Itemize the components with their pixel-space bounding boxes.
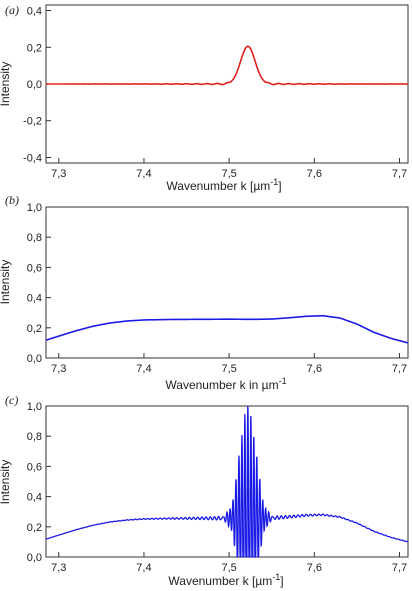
panel-b-ytick-label: 0,6 <box>27 262 42 274</box>
panel-b-xlabel-sup: -1 <box>279 376 287 386</box>
panel-a-ticks: 7,3 7,4 7,5 7,6 7,7 -0,4 -0,2 0,0 0,2 0,4 <box>23 6 407 180</box>
panel-a-ylabel: Intensity <box>0 62 12 107</box>
panel-b-xtick-label: 7,5 <box>221 363 236 375</box>
panel-c-ytick-label: 1,0 <box>27 401 42 413</box>
panel-c-ytick-label: 0,8 <box>27 431 42 443</box>
panel-b-ytick-label: 0,8 <box>27 232 42 244</box>
panel-c-xtick-label: 7,4 <box>136 562 151 574</box>
panel-b-xtick-label: 7,3 <box>51 363 66 375</box>
panel-c-xlabel: Wavenumber k [µm-1] <box>168 572 283 588</box>
panel-c-label: (c) <box>5 393 18 407</box>
panel-a-label: (a) <box>5 3 19 17</box>
panel-c-xlabel-main: Wavenumber k [µm <box>168 574 272 588</box>
panel-a-ytick-label: -0,4 <box>23 152 42 164</box>
panel-a-ytick-label: 0,2 <box>27 42 42 54</box>
panel-a-series-line <box>46 45 409 86</box>
panel-b-label: (b) <box>5 193 19 207</box>
panel-c-xtick-label: 7,5 <box>221 562 236 574</box>
panel-a-xtick-label: 7,4 <box>136 168 151 180</box>
panel-c-xtick-label: 7,3 <box>51 562 66 574</box>
panel-a-xtick-label: 7,3 <box>51 168 66 180</box>
panel-a-xtick-label: 7,7 <box>392 168 407 180</box>
panel-c-ylabel: Intensity <box>0 460 12 505</box>
panel-c-ytick-label: 0,4 <box>27 492 42 504</box>
panel-c-xtick-label: 7,7 <box>392 562 407 574</box>
panel-c-ytick-label: 0,0 <box>27 552 42 564</box>
panel-b-xlabel-main: Wavenumber k in µm <box>165 378 278 392</box>
panel-a-xlabel-sup: -1 <box>270 177 278 187</box>
panel-a-xlabel-main: Wavenumber k [µm <box>166 179 270 193</box>
panel-b-xtick-label: 7,4 <box>136 363 151 375</box>
panel-c: (c) 7,3 7,4 7,5 7,6 7,7 0,0 0,2 0,4 0,6 0,8 1,0 In… <box>0 393 409 588</box>
panel-b-series-line <box>45 314 409 344</box>
panel-a-xlabel-tail: ] <box>278 179 281 193</box>
panel-b-ytick-label: 1,0 <box>27 202 42 214</box>
panel-a-ytick-label: 0,0 <box>27 79 42 91</box>
panel-b-ylabel: Intensity <box>0 260 12 305</box>
panel-c-ytick-label: 0,6 <box>27 461 42 473</box>
panel-a-xtick-label: 7,5 <box>221 168 236 180</box>
panel-b-ytick-label: 0,4 <box>27 293 42 305</box>
panel-b-ytick-label: 0,0 <box>27 353 42 365</box>
panel-c-xlabel-tail: ] <box>280 574 283 588</box>
panel-b-ticks: 7,3 7,4 7,5 7,6 7,7 0,0 0,2 0,4 0,6 0,8 1,0 <box>27 202 407 375</box>
panel-c-series-line <box>45 405 409 558</box>
panel-b-xtick-label: 7,7 <box>392 363 407 375</box>
panel-c-ticks: 7,3 7,4 7,5 7,6 7,7 0,0 0,2 0,4 0,6 0,8 1,0 <box>27 401 407 574</box>
panel-a-ytick-label: 0,4 <box>27 6 42 18</box>
panel-c-ytick-label: 0,2 <box>27 522 42 534</box>
panel-c-frame <box>45 405 409 558</box>
panel-b-frame <box>45 206 409 359</box>
panel-b-ytick-label: 0,2 <box>27 323 42 335</box>
panel-c-xlabel-sup: -1 <box>272 572 280 582</box>
panel-c-xtick-label: 7,6 <box>307 562 322 574</box>
panel-a-xlabel: Wavenumber k [µm-1] <box>166 177 281 193</box>
panel-a-ytick-label: -0,2 <box>23 116 42 128</box>
panel-b: (b) 7,3 7,4 7,5 7,6 7,7 0,0 0,2 0,4 0,6 0,8 1,0 In… <box>0 193 409 392</box>
panel-b-xtick-label: 7,6 <box>307 363 322 375</box>
panel-a-xtick-label: 7,6 <box>307 168 322 180</box>
panel-b-xlabel: Wavenumber k in µm-1 <box>165 376 286 392</box>
panel-a: (a) 7,3 7,4 7,5 7,6 7,7 -0,4 -0,2 0,0 0,2 0,4 Int… <box>0 3 409 193</box>
